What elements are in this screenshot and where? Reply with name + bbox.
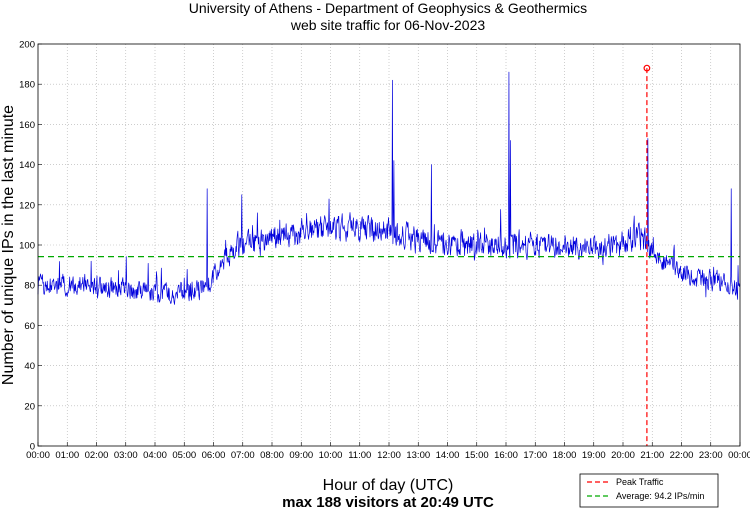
x-tick-label: 21:00 — [640, 450, 664, 461]
legend-box — [579, 473, 719, 508]
x-tick-label: 13:00 — [406, 450, 430, 461]
plot-frame — [37, 43, 741, 447]
x-tick-label: 16:00 — [494, 450, 518, 461]
y-tick-label: 160 — [19, 120, 35, 131]
y-axis-label: Number of unique IPs in the last minute — [0, 105, 17, 385]
x-tick-label: 19:00 — [582, 450, 606, 461]
y-tick-label: 120 — [19, 200, 35, 211]
x-tick-label: 14:00 — [436, 450, 460, 461]
x-tick-label: 18:00 — [553, 450, 577, 461]
peak-layer — [643, 64, 651, 446]
chart-title-line-2: web site traffic for 06-Nov-2023 — [290, 17, 485, 33]
x-tick-label: 22:00 — [670, 450, 694, 461]
x-tick-label: 09:00 — [289, 450, 313, 461]
legend-peak-label: Peak Traffic — [616, 477, 664, 487]
y-tick-label: 80 — [24, 281, 35, 292]
x-tick-label: 15:00 — [465, 450, 489, 461]
y-tick-label: 20 — [24, 401, 35, 412]
legend-average-label: Average: 94.2 IPs/min — [616, 491, 704, 501]
y-tick-labels: 0 20 40 60 80 100 120 140 160 180 200 — [19, 40, 35, 453]
x-tick-label: 20:00 — [611, 450, 635, 461]
x-tick-label: 08:00 — [260, 450, 284, 461]
x-tick-label: 07:00 — [231, 450, 255, 461]
x-tick-label: 06:00 — [202, 450, 226, 461]
x-tick-label: 04:00 — [143, 450, 167, 461]
legend: Peak Traffic Average: 94.2 IPs/min — [579, 473, 719, 508]
x-tick-label: 17:00 — [523, 450, 547, 461]
x-tick-label: 00:00 — [26, 450, 50, 461]
x-tick-label: 03:00 — [114, 450, 138, 461]
y-tick-label: 200 — [19, 40, 35, 51]
series-layer — [37, 71, 741, 305]
x-tick-label: 05:00 — [172, 450, 196, 461]
x-axis-sublabel: max 188 visitors at 20:49 UTC — [282, 494, 494, 511]
y-tick-label: 60 — [24, 321, 35, 332]
x-tick-label: 23:00 — [699, 450, 723, 461]
traffic-series-line — [37, 71, 741, 305]
peak-marker — [643, 64, 651, 72]
x-tick-label: 11:00 — [348, 450, 371, 461]
y-tick-label: 100 — [19, 241, 35, 252]
grid-lines — [37, 43, 741, 447]
x-tick-label: 02:00 — [85, 450, 109, 461]
x-tick-label: 00:00 — [728, 450, 750, 461]
y-tick-label: 0 — [30, 442, 35, 453]
x-tick-labels: 00:00 01:00 02:00 03:00 04:00 05:00 06:00 07:00… — [26, 450, 750, 461]
x-tick-label: 12:00 — [377, 450, 401, 461]
x-tick-label: 01:00 — [55, 450, 79, 461]
y-tick-label: 180 — [19, 80, 35, 91]
chart-title-line-1: University of Athens - Department of Geo… — [189, 0, 587, 16]
y-tick-label: 40 — [24, 361, 35, 372]
y-tick-label: 140 — [19, 160, 35, 171]
x-tick-label: 10:00 — [319, 450, 343, 461]
x-axis-label: Hour of day (UTC) — [323, 477, 454, 494]
